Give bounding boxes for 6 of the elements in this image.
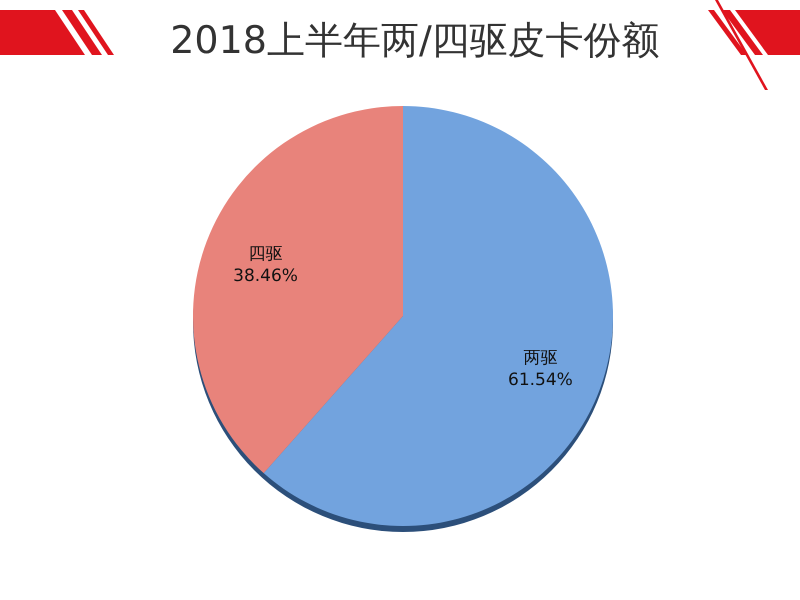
slice-label: 两驱 — [523, 348, 558, 368]
chart-title: 2018上半年两/四驱皮卡份额 — [170, 18, 660, 62]
data-label: 38.46% — [233, 266, 298, 286]
data-label: 61.54% — [508, 370, 573, 390]
slice-label: 四驱 — [248, 244, 283, 264]
pie-slice — [193, 106, 403, 474]
